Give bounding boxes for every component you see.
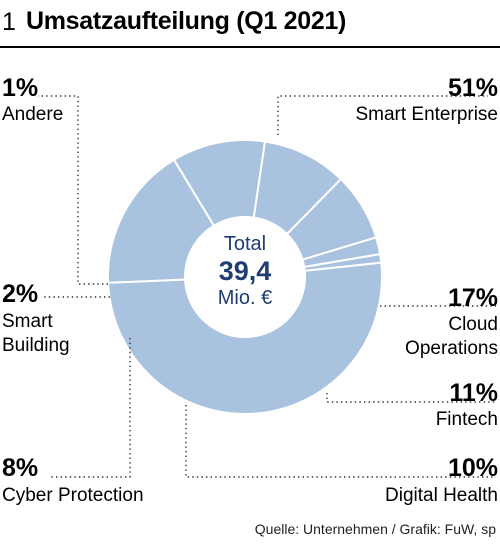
pct-cloud-operations: 17% [447, 284, 498, 312]
title-rule [0, 46, 500, 48]
source-credit: Quelle: Unternehmen / Grafik: FuW, sp [254, 521, 496, 537]
pct-fintech: 11% [449, 379, 498, 407]
label-smart-enterprise: Smart Enterprise [355, 104, 498, 125]
center-total: Total 39,4 Mio. € [190, 232, 300, 310]
slice-andere [303, 253, 383, 272]
pct-cyber-protection: 8% [2, 454, 39, 482]
label-digital-health: Digital Health [385, 485, 498, 506]
pct-andere: 1% [2, 74, 39, 102]
center-total-label: Total [223, 233, 267, 255]
leader-cyber-protection [50, 338, 131, 478]
pct-smart-building: 2% [2, 280, 39, 308]
slice-smart-enterprise [107, 261, 383, 415]
slice-cloud-operations [107, 158, 216, 284]
chart-title: Umsatzaufteilung (Q1 2021) [26, 7, 347, 35]
figure-number: 1 [2, 8, 16, 36]
leader-andere [38, 95, 108, 285]
leader-digital-health [185, 405, 496, 478]
label-cloud-operations: Cloud Operations [405, 314, 498, 359]
label-fintech: Fintech [435, 409, 498, 430]
pct-digital-health: 10% [447, 454, 498, 482]
pct-smart-enterprise: 51% [447, 74, 498, 102]
center-total-value: 39,4 [218, 256, 272, 286]
label-smart-building: Smart Building [2, 311, 70, 356]
center-total-unit: Mio. € [217, 287, 273, 309]
label-andere: Andere [2, 104, 64, 125]
label-cyber-protection: Cyber Protection [2, 485, 144, 506]
chart-header: 1 Umsatzaufteilung (Q1 2021) [0, 0, 500, 46]
